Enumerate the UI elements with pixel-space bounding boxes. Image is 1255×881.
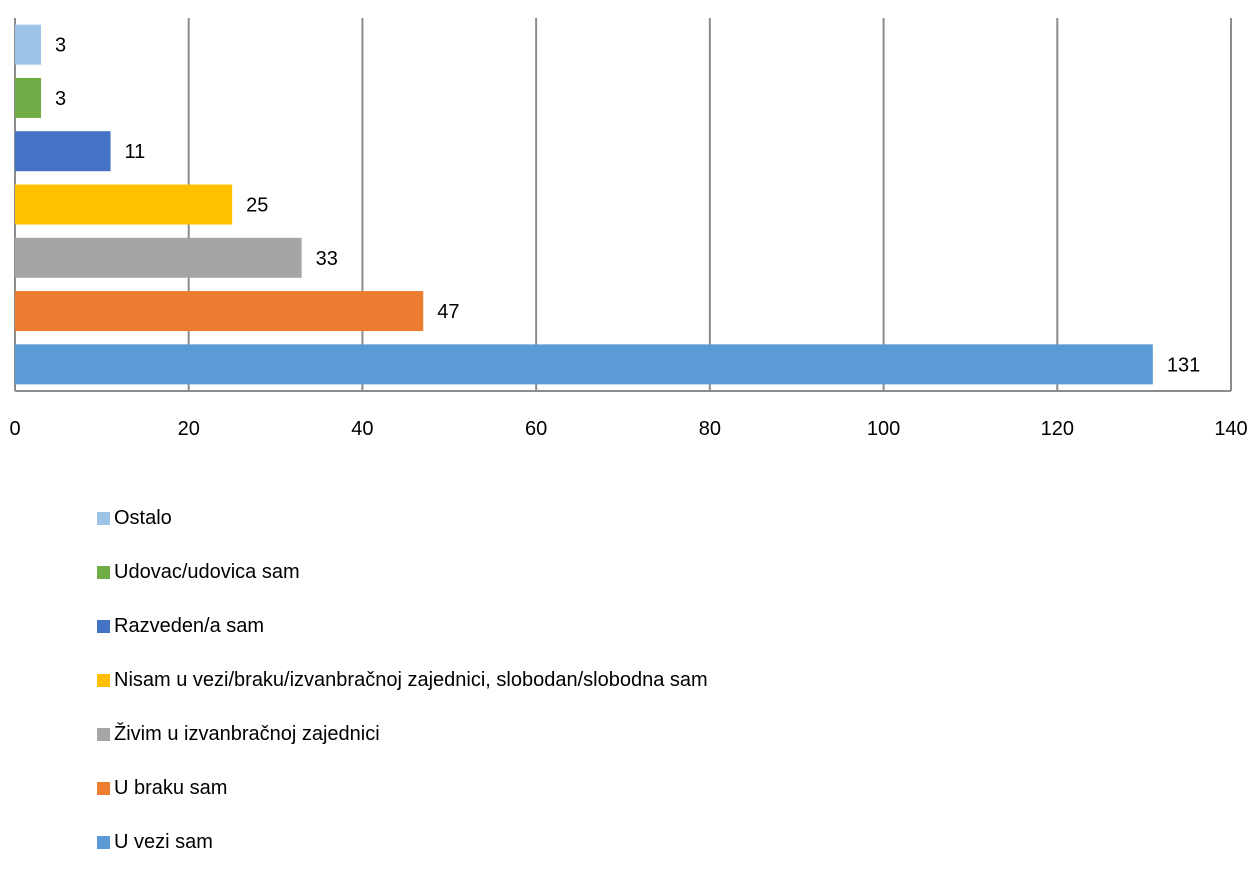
legend-item-0: Ostalo bbox=[97, 503, 708, 533]
data-label-1: 3 bbox=[55, 88, 66, 110]
legend-label-0: Ostalo bbox=[114, 506, 172, 529]
bar-6 bbox=[15, 344, 1153, 385]
x-axis-ticks: 0 20 40 60 80 100 120 140 bbox=[9, 418, 1247, 440]
legend-item-1: Udovac/udovica sam bbox=[97, 557, 708, 587]
bar-1 bbox=[15, 77, 42, 118]
x-tick-label-0: 0 bbox=[9, 418, 20, 440]
legend-swatch-2 bbox=[97, 619, 110, 633]
bar-2 bbox=[15, 131, 111, 172]
bar-5 bbox=[15, 291, 424, 332]
legend-label-6: U vezi sam bbox=[114, 830, 213, 853]
bar-0 bbox=[15, 24, 42, 65]
x-tick-label-4: 80 bbox=[699, 418, 721, 440]
x-tick-label-2: 40 bbox=[351, 418, 373, 440]
legend-label-2: Razveden/a sam bbox=[114, 614, 265, 637]
legend-label-5: U braku sam bbox=[114, 776, 228, 799]
x-tick-label-3: 60 bbox=[525, 418, 547, 440]
data-label-5: 47 bbox=[437, 301, 459, 323]
legend-item-6: U vezi sam bbox=[97, 827, 708, 857]
data-label-6: 131 bbox=[1167, 354, 1200, 376]
x-tick-label-7: 140 bbox=[1214, 418, 1247, 440]
legend-label-3: Nisam u vezi/braku/izvanbračnoj zajednic… bbox=[114, 668, 708, 691]
chart-legend: Ostalo Udovac/udovica sam Razveden/a sam Ni… bbox=[97, 503, 708, 881]
x-tick-label-6: 120 bbox=[1041, 418, 1074, 440]
legend-item-3: Nisam u vezi/braku/izvanbračnoj zajednic… bbox=[97, 665, 708, 695]
x-tick-label-5: 100 bbox=[867, 418, 900, 440]
data-label-2: 11 bbox=[125, 141, 146, 163]
bar-layer bbox=[15, 24, 1153, 385]
legend-swatch-0 bbox=[97, 511, 110, 525]
legend-item-4: Živim u izvanbračnoj zajednici bbox=[97, 719, 708, 749]
grid-layer bbox=[14, 18, 1232, 392]
legend-swatch-5 bbox=[97, 781, 110, 795]
x-tick-label-1: 20 bbox=[178, 418, 200, 440]
legend-swatch-1 bbox=[97, 565, 110, 579]
data-label-0: 3 bbox=[55, 35, 66, 57]
data-label-3: 25 bbox=[246, 195, 268, 217]
legend-swatch-3 bbox=[97, 673, 110, 687]
legend-label-1: Udovac/udovica sam bbox=[114, 560, 300, 583]
legend-item-2: Razveden/a sam bbox=[97, 611, 708, 641]
legend-label-4: Živim u izvanbračnoj zajednici bbox=[114, 722, 380, 745]
bar-3 bbox=[15, 184, 233, 225]
legend-item-5: U braku sam bbox=[97, 773, 708, 803]
bar-4 bbox=[15, 237, 302, 278]
legend-swatch-6 bbox=[97, 835, 110, 849]
legend-swatch-4 bbox=[97, 727, 110, 741]
data-label-4: 33 bbox=[316, 248, 338, 270]
